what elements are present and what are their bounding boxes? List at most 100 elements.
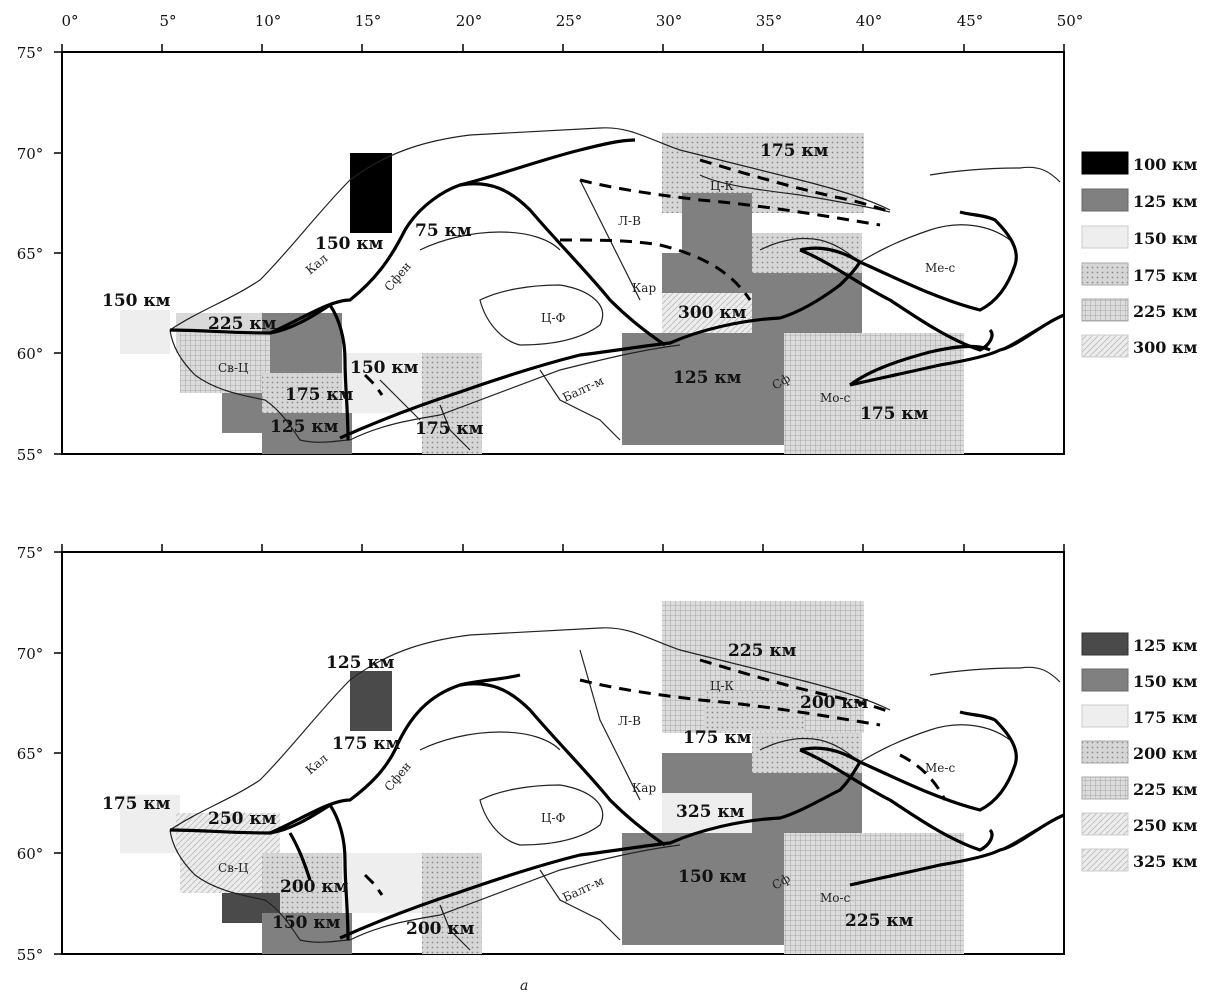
legend-label: 125 км — [1133, 636, 1198, 655]
boundary-lines — [169, 138, 1065, 441]
depth-label: 150 км — [102, 291, 171, 311]
legend-label: 100 км — [1133, 155, 1198, 174]
region-label: Ц-К — [710, 179, 735, 193]
lon-tick: 20° — [456, 12, 483, 30]
legend-label: 175 км — [1133, 708, 1198, 727]
legend-bottom: 125 км 150 км 175 км 200 км 225 км 250 к… — [1081, 632, 1198, 872]
legend-swatch — [1081, 151, 1129, 175]
lat-tick: 55° — [17, 446, 44, 464]
depth-label: 200 км — [280, 877, 349, 897]
depth-label: 250 км — [208, 809, 277, 829]
region-label: Л-В — [618, 714, 641, 728]
lon-tickmarks — [61, 44, 1065, 52]
legend-swatch — [1081, 188, 1129, 212]
region-label: Ме-с — [925, 261, 955, 275]
lon-tick: 25° — [556, 12, 583, 30]
depth-label: 125 км — [270, 417, 339, 437]
lon-tick: 40° — [856, 12, 883, 30]
depth-label: 150 км — [272, 913, 341, 933]
legend-swatch — [1081, 812, 1129, 836]
lon-tick: 30° — [656, 12, 683, 30]
coastlines — [169, 627, 1065, 951]
depth-label: 175 км — [102, 794, 171, 814]
lon-tick: 35° — [756, 12, 783, 30]
legend-top: 100 км 125 км 150 км 175 км 225 км 300 к… — [1081, 151, 1198, 358]
region-label: Ц-Ф — [541, 311, 566, 325]
legend-label: 125 км — [1133, 192, 1198, 211]
lon-tick: 50° — [1057, 12, 1084, 30]
region-label: Ц-Ф — [541, 811, 566, 825]
map-bottom: 75° 70° 65° 60° 55° — [17, 544, 1198, 964]
depth-label: 150 км — [678, 867, 747, 887]
region-label: Ц-К — [710, 679, 735, 693]
legend-swatch — [1081, 848, 1129, 872]
region-label: Мо-с — [820, 891, 851, 905]
legend-swatch — [1081, 632, 1129, 656]
legend-label: 225 км — [1133, 302, 1198, 321]
legend-label: 150 км — [1133, 672, 1198, 691]
region-label: Св-Ц — [218, 861, 249, 875]
depth-label: 175 км — [683, 728, 752, 748]
legend-label: 150 км — [1133, 229, 1198, 248]
lon-tick: 10° — [255, 12, 282, 30]
legend-label: 325 км — [1133, 852, 1198, 871]
lat-tick: 70° — [17, 645, 44, 663]
depth-label: 175 км — [760, 141, 829, 161]
depth-label: 175 км — [332, 734, 401, 754]
lat-tickmarks — [54, 51, 62, 455]
depth-label: 225 км — [728, 641, 797, 661]
region-label: Кар — [632, 781, 656, 795]
legend-swatch — [1081, 298, 1129, 322]
depth-label: 175 км — [415, 419, 484, 439]
legend-label: 250 км — [1133, 816, 1198, 835]
dashed-boundaries — [363, 158, 891, 396]
depth-label: 175 км — [285, 385, 354, 405]
lat-tick: 60° — [17, 345, 44, 363]
legend-swatch — [1081, 740, 1129, 764]
lon-tick: 0° — [61, 12, 78, 30]
legend-swatch — [1081, 334, 1129, 358]
region-label: Кар — [632, 281, 656, 295]
lat-tick: 55° — [17, 946, 44, 964]
region-label: Мо-с — [820, 391, 851, 405]
legend-swatch — [1081, 704, 1129, 728]
depth-label: 300 км — [678, 303, 747, 323]
depth-label: 200 км — [800, 693, 869, 713]
region-label: Ме-с — [925, 761, 955, 775]
legend-swatch — [1081, 225, 1129, 249]
legend-swatch — [1081, 262, 1129, 286]
depth-label: 125 км — [673, 368, 742, 388]
lon-tick: 45° — [957, 12, 984, 30]
depth-cells — [120, 133, 964, 454]
lat-tickmarks — [54, 551, 62, 955]
depth-label: 175 км — [860, 404, 929, 424]
lon-tick: 5° — [159, 12, 176, 30]
lat-tick: 65° — [17, 745, 44, 763]
depth-label: 225 км — [208, 314, 277, 334]
boundary-lines — [169, 673, 1065, 941]
region-label: Л-В — [618, 214, 641, 228]
depth-label: 150 км — [315, 234, 384, 254]
depth-label: 325 км — [676, 802, 745, 822]
depth-label: 225 км — [845, 911, 914, 931]
lat-tick: 70° — [17, 145, 44, 163]
legend-swatch — [1081, 668, 1129, 692]
dashed-boundaries — [363, 658, 947, 896]
lat-tick: 75° — [17, 544, 44, 562]
depth-label: 75 км — [415, 221, 472, 241]
legend-label: 225 км — [1133, 780, 1198, 799]
depth-label: 125 км — [326, 653, 395, 673]
lat-tick: 60° — [17, 845, 44, 863]
depth-cells — [120, 601, 964, 954]
legend-label: 200 км — [1133, 744, 1198, 763]
coastlines — [169, 127, 1065, 451]
legend-label: 300 км — [1133, 338, 1198, 357]
lat-tick: 75° — [17, 44, 44, 62]
depth-label: 150 км — [350, 358, 419, 378]
legend-label: 175 км — [1133, 266, 1198, 285]
lon-tickmarks — [61, 544, 1065, 552]
map-top: 0° 5° 10° 15° 20° 25° 30° 35° 40° 45° 50… — [17, 12, 1198, 464]
lon-tick: 15° — [355, 12, 382, 30]
figure-caption: а — [520, 978, 529, 994]
